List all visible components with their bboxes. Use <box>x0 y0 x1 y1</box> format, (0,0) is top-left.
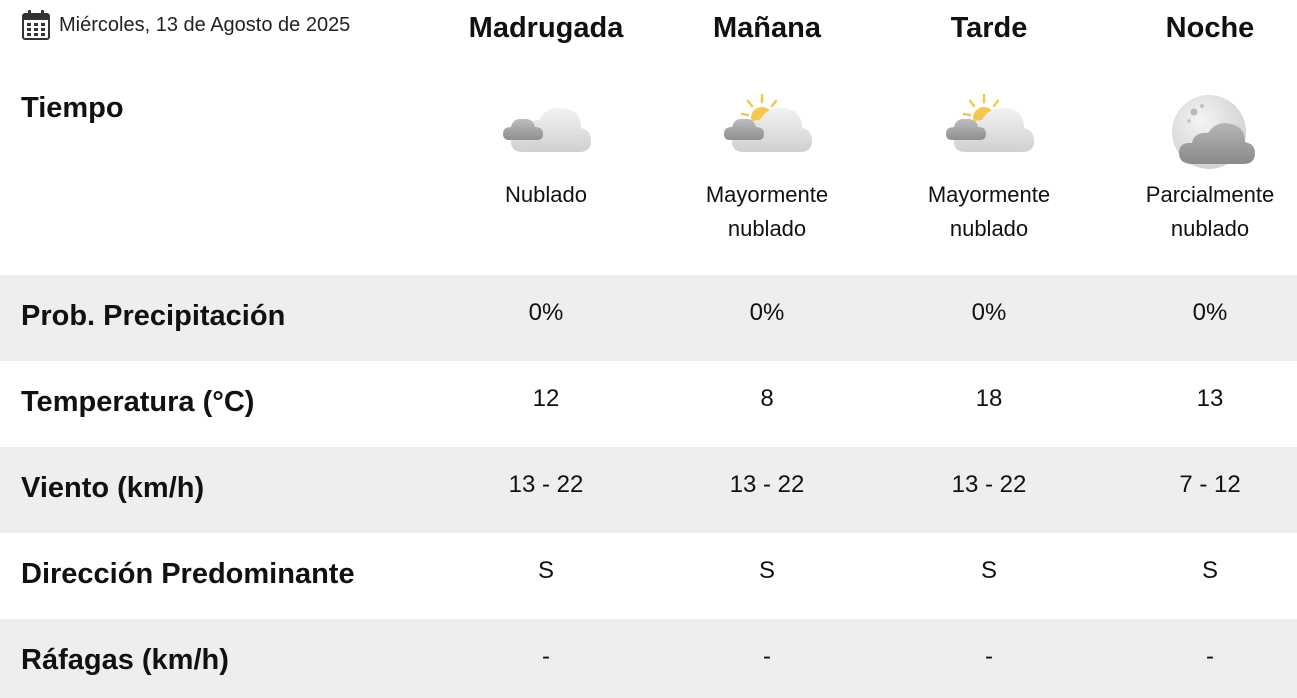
row-label: Temperatura (°C) <box>21 386 255 418</box>
period-manana: Mañana <box>713 12 821 44</box>
row-label: Viento (km/h) <box>21 472 205 504</box>
weather-cell-manana: Mayormente nublado <box>656 92 878 246</box>
cloudy-icon <box>503 107 591 152</box>
value-cell: S <box>980 557 997 584</box>
row-label: Ráfagas (km/h) <box>21 644 229 676</box>
value-cell: 13 - 22 <box>729 471 805 498</box>
value-cell: - <box>542 643 550 670</box>
mostly-cloudy-day-icon <box>724 93 812 152</box>
weather-row-label: Tiempo <box>21 92 124 124</box>
weather-cell-madrugada: Nublado <box>435 92 657 212</box>
row-gusts: Ráfagas (km/h) - - - - <box>0 619 1297 698</box>
period-tarde: Tarde <box>950 12 1028 44</box>
value-cell: S <box>758 557 775 584</box>
row-temperature: Temperatura (°C) 12 8 18 13 <box>0 361 1297 447</box>
value-cell: 7 - 12 <box>1179 471 1241 498</box>
value-cell: - <box>985 643 993 670</box>
row-wind: Viento (km/h) 13 - 22 13 - 22 13 - 22 7 … <box>0 447 1297 533</box>
value-cell: 13 - 22 <box>508 471 584 498</box>
period-madrugada: Madrugada <box>468 12 624 44</box>
partly-cloudy-night-icon <box>1172 95 1255 169</box>
period-noche: Noche <box>1165 12 1255 44</box>
row-precipitation: Prob. Precipitación 0% 0% 0% 0% <box>0 275 1297 361</box>
row-label: Dirección Predominante <box>21 558 355 590</box>
weather-cell-noche: Parcialmente nublado <box>1099 92 1297 246</box>
calendar-icon <box>22 10 50 40</box>
row-label: Prob. Precipitación <box>21 300 286 332</box>
value-cell: - <box>763 643 771 670</box>
weather-desc: Parcialmente nublado <box>1145 182 1275 241</box>
value-cell: 0% <box>971 299 1007 326</box>
value-cell: - <box>1206 643 1214 670</box>
value-cell: 12 <box>532 385 560 412</box>
weather-desc: Mayormente nublado <box>705 182 829 241</box>
forecast-header: Miércoles, 13 de Agosto de 2025 Madrugad… <box>0 0 1297 275</box>
value-cell: 0% <box>528 299 564 326</box>
value-cell: 13 - 22 <box>951 471 1027 498</box>
value-cell: 0% <box>1192 299 1228 326</box>
date-text: Miércoles, 13 de Agosto de 2025 <box>59 13 351 36</box>
value-cell: S <box>537 557 554 584</box>
value-cell: 8 <box>760 385 774 412</box>
weather-desc: Nublado <box>505 182 587 207</box>
row-wind-direction: Dirección Predominante S S S S <box>0 533 1297 619</box>
date-label: Miércoles, 13 de Agosto de 2025 <box>21 8 350 42</box>
weather-desc: Mayormente nublado <box>927 182 1051 241</box>
mostly-cloudy-day-icon <box>946 93 1034 152</box>
value-cell: 0% <box>749 299 785 326</box>
value-cell: 18 <box>975 385 1003 412</box>
value-cell: S <box>1201 557 1218 584</box>
weather-cell-tarde: Mayormente nublado <box>878 92 1100 246</box>
value-cell: 13 <box>1196 385 1224 412</box>
